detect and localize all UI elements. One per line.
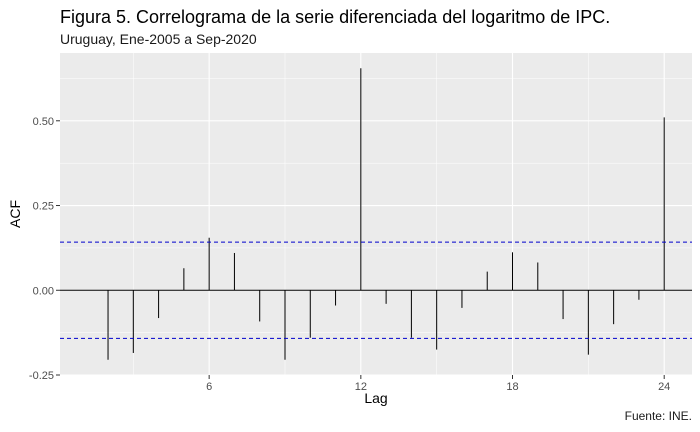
x-tick-label: 24 [658,381,670,393]
x-axis-ticks: 6 12 18 24 [206,375,670,393]
chart-subtitle: Uruguay, Ene-2005 a Sep-2020 [60,31,257,47]
y-tick-label: 0.00 [33,285,54,297]
x-tick-label: 18 [506,381,518,393]
x-tick-label: 12 [355,381,367,393]
y-tick-label: 0.50 [33,116,54,128]
y-axis-title: ACF [7,200,23,228]
y-tick-label: -0.25 [29,370,54,382]
x-tick-label: 6 [206,381,212,393]
chart-caption: Fuente: INE. [624,409,692,423]
chart-title: Figura 5. Correlograma de la serie difer… [60,7,611,27]
acf-bars [107,68,665,360]
plot-panel [60,53,692,375]
y-axis-ticks: -0.25 0.00 0.25 0.50 [29,116,60,382]
x-axis-title: Lag [364,390,387,406]
y-tick-label: 0.25 [33,201,54,213]
